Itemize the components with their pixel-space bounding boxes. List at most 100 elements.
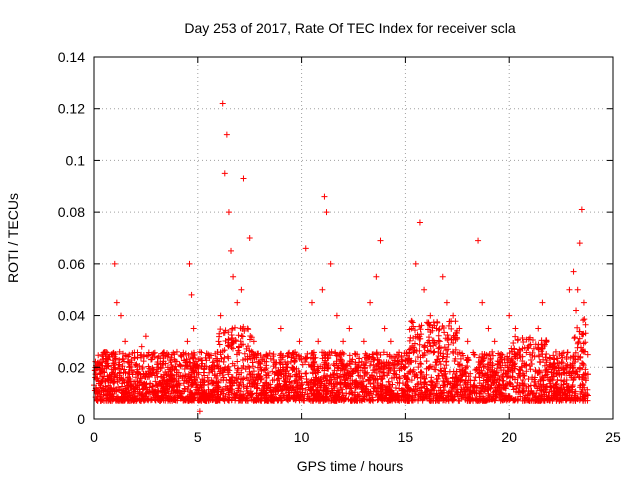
roti-point: [421, 287, 427, 293]
roti-point: [122, 338, 128, 344]
roti-point-bg: [236, 332, 242, 338]
roti-point: [475, 238, 481, 244]
roti-point-bg: [217, 326, 223, 332]
roti-point-bg: [418, 326, 424, 332]
x-tick-label: 25: [605, 429, 621, 445]
roti-point-bg: [582, 339, 588, 345]
roti-point: [346, 326, 352, 332]
roti-point-bg: [473, 374, 479, 380]
roti-point: [373, 274, 379, 280]
roti-point: [234, 300, 240, 306]
roti-point-bg: [452, 318, 458, 324]
roti-point-bg: [535, 342, 541, 348]
roti-point: [367, 300, 373, 306]
y-tick-label: 0.12: [58, 101, 85, 117]
roti-point-bg: [441, 329, 447, 335]
roti-point-bg: [528, 357, 534, 363]
roti-point: [321, 194, 327, 200]
y-tick-label: 0: [77, 411, 85, 427]
roti-point: [220, 101, 226, 107]
roti-point: [427, 313, 433, 319]
roti-point: [575, 287, 581, 293]
y-tick-label: 0.14: [58, 49, 85, 65]
roti-point: [340, 338, 346, 344]
roti-point: [485, 326, 491, 332]
x-tick-label: 20: [501, 429, 517, 445]
chart-title: Day 253 of 2017, Rate Of TEC Index for r…: [184, 20, 515, 36]
roti-point: [324, 209, 330, 215]
roti-point: [506, 313, 512, 319]
roti-point-bg: [581, 340, 587, 346]
x-tick-label: 5: [194, 429, 202, 445]
roti-point-bg: [580, 361, 586, 367]
roti-point: [535, 326, 541, 332]
roti-point: [417, 219, 423, 225]
roti-point: [230, 274, 236, 280]
roti-point: [581, 300, 587, 306]
roti-point: [319, 287, 325, 293]
roti-point: [382, 326, 388, 332]
roti-point: [377, 238, 383, 244]
roti-point-bg: [437, 344, 443, 350]
x-tick-label: 15: [398, 429, 414, 445]
roti-point-bg: [302, 371, 308, 377]
roti-point: [413, 261, 419, 267]
roti-point-bg: [172, 358, 178, 364]
roti-scatter-chart: Day 253 of 2017, Rate Of TEC Index for r…: [0, 0, 640, 480]
roti-point-bg: [581, 316, 587, 322]
roti-point: [539, 300, 545, 306]
roti-point-bg: [572, 334, 578, 340]
roti-point-bg: [443, 359, 449, 365]
roti-point-bg: [303, 370, 309, 376]
roti-point: [240, 176, 246, 182]
roti-point: [191, 326, 197, 332]
roti-point: [218, 313, 224, 319]
roti-point: [465, 338, 471, 344]
roti-point: [205, 351, 211, 357]
roti-point: [579, 207, 585, 213]
roti-point: [566, 287, 572, 293]
roti-point-bg: [221, 355, 227, 361]
roti-point-bg: [543, 351, 549, 357]
roti-point: [571, 269, 577, 275]
roti-point: [353, 351, 359, 357]
roti-point: [184, 338, 190, 344]
roti-point-bg: [141, 358, 147, 364]
y-tick-label: 0.1: [66, 152, 86, 168]
roti-point: [388, 338, 394, 344]
roti-point-bg: [331, 361, 337, 367]
roti-point: [186, 261, 192, 267]
roti-point: [216, 338, 222, 344]
roti-point-bg: [235, 365, 241, 371]
roti-point: [224, 132, 230, 138]
roti-point-bg: [504, 374, 510, 380]
roti-point: [444, 300, 450, 306]
roti-point: [334, 313, 340, 319]
roti-point: [361, 338, 367, 344]
roti-point-bg: [229, 332, 235, 338]
y-tick-label: 0.08: [58, 204, 85, 220]
roti-point: [450, 313, 456, 319]
roti-point-bg: [217, 341, 223, 347]
roti-point: [228, 248, 234, 254]
roti-point: [247, 235, 253, 241]
roti-point: [328, 261, 334, 267]
roti-point: [440, 274, 446, 280]
roti-point-bg: [434, 320, 440, 326]
roti-point-bg: [424, 358, 430, 364]
roti-point-bg: [436, 326, 442, 332]
roti-point: [492, 338, 498, 344]
roti-point: [479, 300, 485, 306]
roti-point-bg: [515, 336, 521, 342]
roti-point-bg: [303, 356, 309, 362]
x-tick-label: 0: [90, 429, 98, 445]
roti-point: [512, 326, 518, 332]
roti-point-bg: [418, 361, 424, 367]
roti-point-bg: [426, 334, 432, 340]
roti-point: [114, 300, 120, 306]
roti-point: [226, 209, 232, 215]
roti-point: [577, 240, 583, 246]
y-axis-label: ROTI / TECUs: [5, 193, 21, 283]
roti-point-bg: [565, 349, 571, 355]
roti-point-bg: [216, 334, 222, 340]
